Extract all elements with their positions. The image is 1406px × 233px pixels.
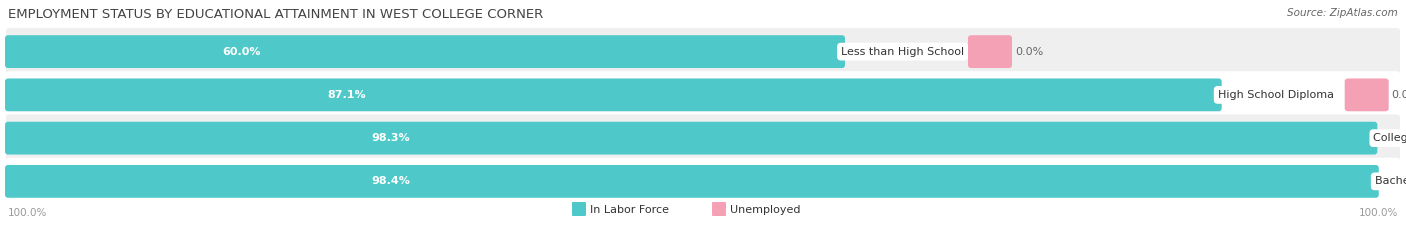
Text: 100.0%: 100.0% bbox=[1358, 208, 1398, 218]
Text: 60.0%: 60.0% bbox=[222, 47, 260, 57]
Text: 0.0%: 0.0% bbox=[1015, 47, 1043, 57]
Text: 100.0%: 100.0% bbox=[8, 208, 48, 218]
Text: EMPLOYMENT STATUS BY EDUCATIONAL ATTAINMENT IN WEST COLLEGE CORNER: EMPLOYMENT STATUS BY EDUCATIONAL ATTAINM… bbox=[8, 8, 543, 21]
FancyBboxPatch shape bbox=[6, 28, 1400, 75]
FancyBboxPatch shape bbox=[967, 35, 1012, 68]
FancyBboxPatch shape bbox=[711, 202, 725, 216]
Text: Bachelor's Degree or higher: Bachelor's Degree or higher bbox=[1375, 176, 1406, 186]
Text: In Labor Force: In Labor Force bbox=[591, 205, 669, 215]
FancyBboxPatch shape bbox=[6, 158, 1400, 205]
Text: 0.0%: 0.0% bbox=[1392, 90, 1406, 100]
Text: Unemployed: Unemployed bbox=[730, 205, 800, 215]
FancyBboxPatch shape bbox=[572, 202, 586, 216]
FancyBboxPatch shape bbox=[6, 114, 1400, 162]
Text: High School Diploma: High School Diploma bbox=[1218, 90, 1334, 100]
Text: Less than High School: Less than High School bbox=[841, 47, 965, 57]
FancyBboxPatch shape bbox=[6, 122, 1378, 154]
Text: 98.4%: 98.4% bbox=[371, 176, 411, 186]
FancyBboxPatch shape bbox=[6, 35, 845, 68]
FancyBboxPatch shape bbox=[6, 79, 1222, 111]
Text: College / Associate Degree: College / Associate Degree bbox=[1374, 133, 1406, 143]
FancyBboxPatch shape bbox=[6, 71, 1400, 119]
Text: 98.3%: 98.3% bbox=[371, 133, 411, 143]
Text: 87.1%: 87.1% bbox=[328, 90, 367, 100]
FancyBboxPatch shape bbox=[6, 165, 1379, 198]
Text: Source: ZipAtlas.com: Source: ZipAtlas.com bbox=[1288, 8, 1398, 18]
FancyBboxPatch shape bbox=[1344, 79, 1389, 111]
